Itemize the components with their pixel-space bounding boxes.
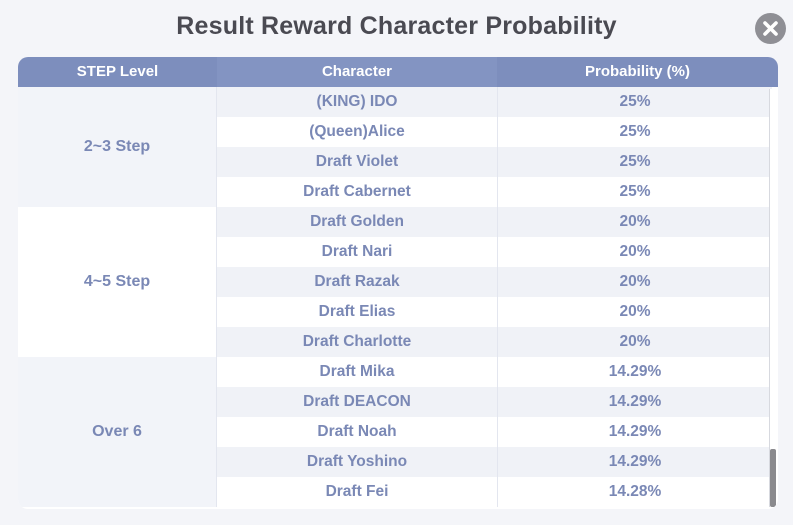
character-cell: Draft Razak — [217, 267, 498, 297]
table-row: Draft Razak 20% — [217, 267, 772, 297]
probability-table: STEP Level Character Probability (%) 2~3… — [18, 57, 778, 509]
probability-cell: 14.29% — [608, 423, 662, 440]
character-cell: Draft Violet — [217, 147, 498, 177]
probability-cell: 14.29% — [608, 393, 662, 410]
header-probability: Probability (%) — [584, 63, 690, 80]
probability-cell: 25% — [619, 123, 651, 140]
probability-cell: 14.28% — [608, 483, 662, 500]
step-level-cell: 2~3 Step — [18, 87, 217, 207]
probability-cell: 25% — [619, 153, 651, 170]
step-level-cell: Over 6 — [18, 357, 217, 507]
table-row: Draft DEACON 14.29% — [217, 387, 772, 417]
table-row: Draft Yoshino 14.29% — [217, 447, 772, 477]
table-row: Draft Elias 20% — [217, 297, 772, 327]
close-button[interactable] — [755, 13, 786, 44]
character-cell: Draft Fei — [217, 477, 498, 507]
character-cell: Draft Elias — [217, 297, 498, 327]
probability-cell: 20% — [619, 303, 651, 320]
character-cell: (KING) IDO — [217, 87, 498, 117]
header-step-level: STEP Level — [76, 63, 159, 80]
probability-cell: 14.29% — [608, 453, 662, 470]
probability-cell: 25% — [619, 93, 651, 110]
scrollbar-thumb[interactable] — [770, 449, 776, 507]
character-cell: Draft Yoshino — [217, 447, 498, 477]
character-cell: Draft Golden — [217, 207, 498, 237]
character-cell: (Queen)Alice — [217, 117, 498, 147]
probability-cell: 20% — [619, 213, 651, 230]
character-cell: Draft Mika — [217, 357, 498, 387]
character-cell: Draft Charlotte — [217, 327, 498, 357]
page-title: Result Reward Character Probability — [176, 12, 617, 40]
table-row: Draft Charlotte 20% — [217, 327, 772, 357]
table-row: Draft Golden 20% — [217, 207, 772, 237]
step-level-cell: 4~5 Step — [18, 207, 217, 357]
character-cell: Draft Noah — [217, 417, 498, 447]
probability-cell: 25% — [619, 183, 651, 200]
probability-cell: 20% — [619, 243, 651, 260]
probability-cell: 20% — [619, 273, 651, 290]
character-cell: Draft Nari — [217, 237, 498, 267]
table-row: (KING) IDO 25% — [217, 87, 772, 117]
probability-cell: 20% — [619, 333, 651, 350]
table-row: Draft Fei 14.28% — [217, 477, 772, 507]
table-row: Draft Violet 25% — [217, 147, 772, 177]
table-row: Draft Nari 20% — [217, 237, 772, 267]
character-cell: Draft DEACON — [217, 387, 498, 417]
close-icon — [763, 21, 778, 36]
character-cell: Draft Cabernet — [217, 177, 498, 207]
table-row: Draft Noah 14.29% — [217, 417, 772, 447]
header-character: Character — [217, 57, 497, 87]
table-header: STEP Level Character Probability (%) — [18, 57, 778, 87]
table-row: Draft Mika 14.29% — [217, 357, 772, 387]
table-row: (Queen)Alice 25% — [217, 117, 772, 147]
scrollbar-track[interactable] — [769, 89, 777, 507]
table-body[interactable]: 2~3 Step (KING) IDO 25% (Queen)Alice 25% Draf… — [18, 87, 778, 509]
table-row: Draft Cabernet 25% — [217, 177, 772, 207]
probability-cell: 14.29% — [608, 363, 662, 380]
